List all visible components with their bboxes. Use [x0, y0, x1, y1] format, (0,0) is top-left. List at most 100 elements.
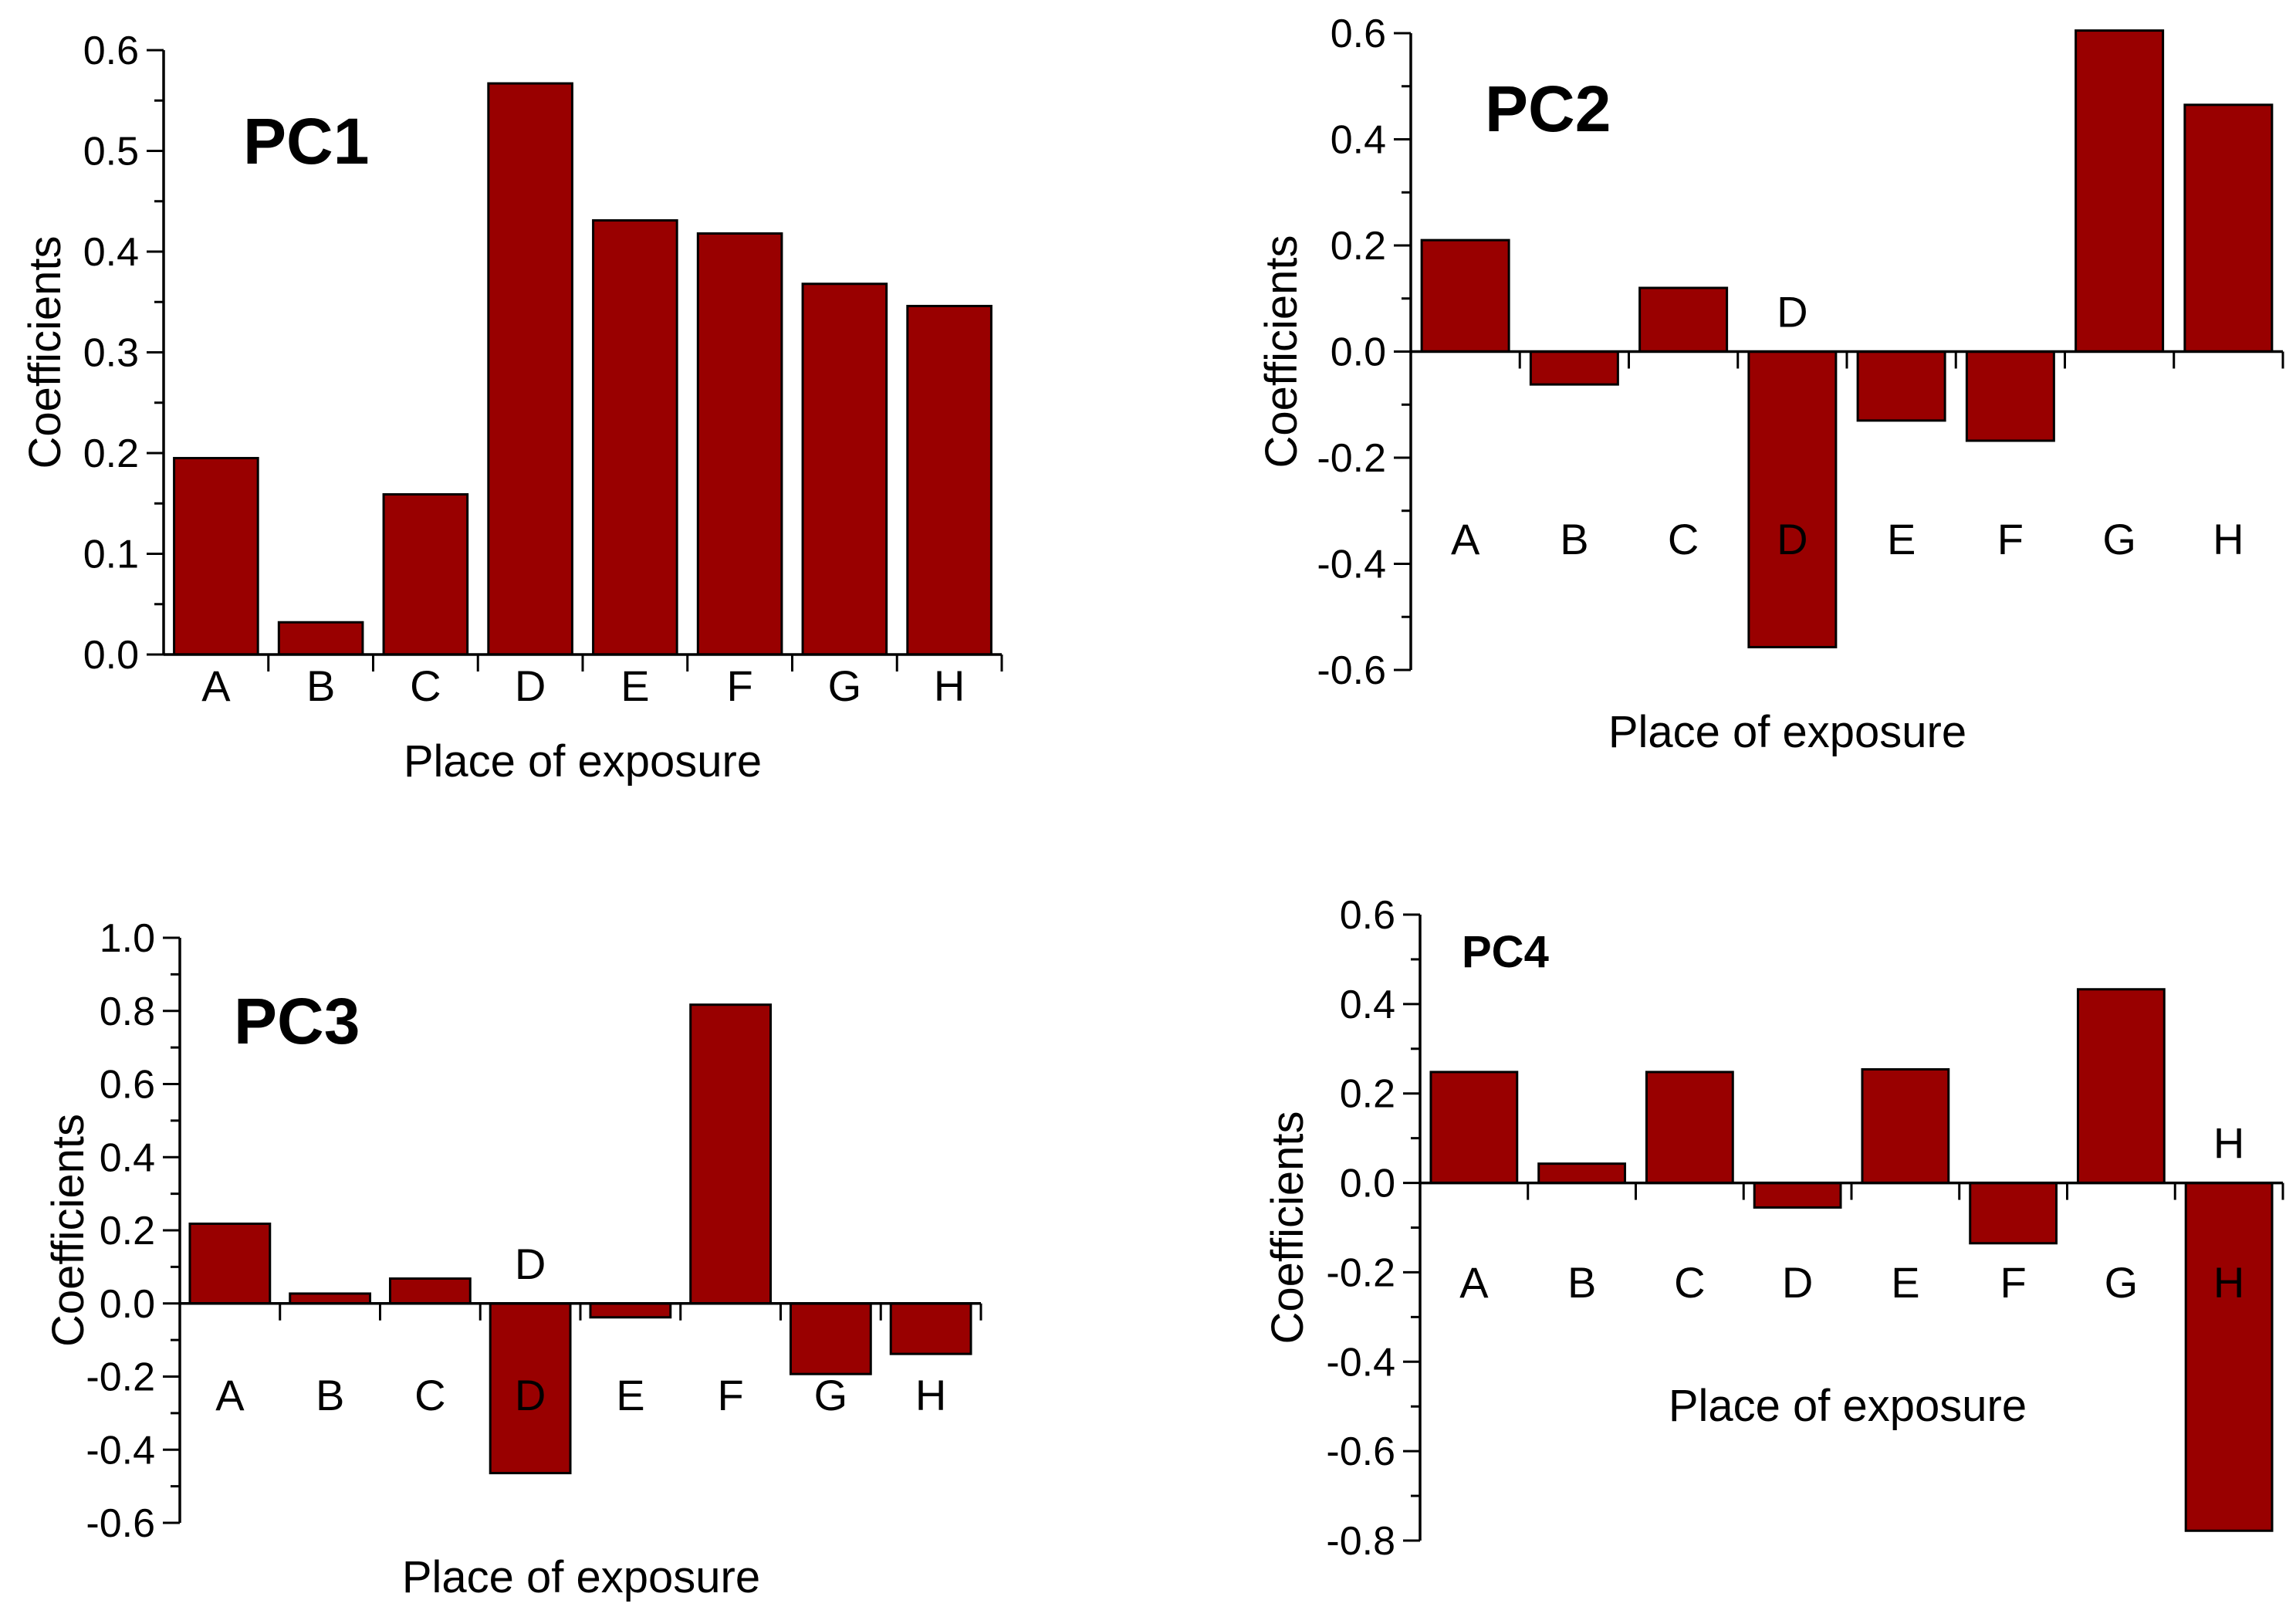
category-label-d: D: [515, 1371, 546, 1419]
bar-f: [1969, 1182, 2058, 1245]
category-label-f: F: [718, 1371, 744, 1419]
y-tick-label: -0.6: [86, 1501, 155, 1546]
y-tick-label: 0.6: [1340, 893, 1395, 938]
extra-label-h: H: [2213, 1119, 2244, 1168]
category-label-a: A: [215, 1371, 245, 1419]
category-label-a: A: [1459, 1258, 1489, 1307]
y-tick-label: -0.4: [86, 1428, 155, 1473]
y-tick-label: 0.0: [100, 1282, 155, 1327]
bar-c: [388, 1277, 472, 1305]
category-label-d: D: [1782, 1258, 1813, 1307]
panel-title: PC4: [1462, 927, 1549, 977]
category-label-c: C: [1668, 515, 1699, 563]
y-tick-label: 0.1: [83, 533, 139, 577]
y-tick-label: 0.0: [83, 633, 139, 678]
category-label-c: C: [414, 1371, 445, 1419]
y-axis-title: Coefficients: [43, 1114, 93, 1347]
x-axis-title: Place of exposure: [404, 736, 762, 787]
bar-f: [696, 232, 783, 656]
bar-a: [1429, 1071, 1519, 1185]
pc4-panel: -0.8 -0.6 -0.4 -0.2 0.0 0.2 0.4 0.6 A B C D E F G H H PC4…: [1263, 893, 2284, 1564]
category-label-g: G: [2105, 1258, 2139, 1307]
y-tick-label: 0.2: [1340, 1072, 1395, 1117]
y-tick-label: 0.0: [1331, 330, 1386, 375]
category-label-d: D: [1777, 515, 1807, 563]
x-axis-title: Place of exposure: [1669, 1381, 2027, 1431]
extra-label-d: D: [515, 1240, 546, 1288]
category-label-g: G: [814, 1371, 848, 1419]
bar-b: [277, 621, 364, 656]
category-label-b: B: [316, 1371, 344, 1419]
bar-h: [906, 304, 992, 656]
y-tick-label: 0.2: [100, 1209, 155, 1253]
category-label-b: B: [1567, 1258, 1596, 1307]
bar-h: [889, 1302, 972, 1355]
y-tick-label: 0.4: [1340, 983, 1395, 1027]
category-label-g: G: [2102, 515, 2136, 563]
category-label-a: A: [201, 661, 231, 710]
panel-title: PC1: [243, 105, 369, 178]
bar-h: [2184, 1182, 2274, 1532]
y-tick-label: 0.4: [100, 1135, 155, 1180]
y-tick-label: 0.4: [1331, 118, 1386, 163]
category-label-a: A: [1451, 515, 1480, 563]
pc2-panel: -0.6 -0.4 -0.2 0.0 0.2 0.4 0.6 A B C D E F G H D PC2 Coef…: [1256, 12, 2284, 757]
y-tick-label: -0.2: [1317, 436, 1386, 481]
category-label-h: H: [2213, 1258, 2244, 1307]
category-label-c: C: [1674, 1258, 1705, 1307]
bar-f: [689, 1003, 773, 1305]
category-label-h: H: [934, 661, 965, 710]
bar-d: [1753, 1182, 1842, 1209]
y-tick-label: -0.2: [1326, 1250, 1395, 1295]
y-axis-title: Coefficients: [1263, 1111, 1313, 1345]
bar-b: [1529, 350, 1619, 386]
y-axis-title: Coefficients: [1256, 235, 1307, 469]
category-label-e: E: [1891, 1258, 1919, 1307]
y-tick-label: 0.6: [100, 1063, 155, 1108]
y-tick-label: 1.0: [100, 916, 155, 961]
category-label-d: D: [515, 661, 546, 710]
bar-g: [789, 1302, 872, 1375]
panel-title: PC3: [234, 985, 360, 1057]
y-tick-label: -0.8: [1326, 1519, 1395, 1564]
category-label-f: F: [1997, 515, 2024, 563]
y-tick-label: -0.4: [1317, 543, 1386, 587]
bar-e: [592, 219, 678, 656]
category-label-e: E: [620, 661, 649, 710]
pc1-panel: 0.0 0.1 0.2 0.3 0.4 0.5 0.6 A B C D E F G H PC1 Coeffici…: [20, 29, 1003, 787]
category-label-h: H: [2213, 515, 2244, 563]
category-label-f: F: [727, 661, 753, 710]
category-label-f: F: [2000, 1258, 2027, 1307]
bar-a: [188, 1222, 272, 1305]
bar-e: [1861, 1067, 1950, 1185]
category-label-e: E: [1887, 515, 1916, 563]
category-label-c: C: [410, 661, 441, 710]
y-axis-title: Coefficients: [20, 236, 70, 469]
pc3-panel: -0.6 -0.4 -0.2 0.0 0.2 0.4 0.6 0.8 1.0 A B C D E F G H D P…: [43, 916, 982, 1602]
bar-c: [1638, 286, 1729, 353]
panel-title: PC2: [1485, 73, 1611, 145]
y-tick-label: -0.4: [1326, 1340, 1395, 1385]
x-axis-title: Place of exposure: [402, 1552, 760, 1602]
bar-d: [487, 82, 573, 656]
bar-a: [1420, 238, 1510, 353]
bar-h: [2183, 103, 2274, 353]
y-tick-label: -0.6: [1326, 1429, 1395, 1474]
bar-a: [173, 457, 259, 656]
bar-g: [2076, 988, 2166, 1185]
bar-b: [1537, 1162, 1627, 1185]
bar-e: [1856, 350, 1946, 422]
bar-g: [2075, 29, 2165, 353]
y-tick-label: -0.2: [86, 1355, 155, 1400]
bar-b: [289, 1292, 372, 1305]
bar-f: [1965, 350, 2055, 442]
bar-d: [1747, 350, 1838, 648]
category-label-e: E: [616, 1371, 644, 1419]
y-tick-label: 0.4: [83, 230, 139, 275]
bar-e: [589, 1302, 672, 1319]
y-tick-label: -0.6: [1317, 648, 1386, 693]
y-tick-label: 0.2: [1331, 224, 1386, 269]
y-tick-label: 0.0: [1340, 1162, 1395, 1206]
bar-c: [1645, 1071, 1734, 1185]
y-tick-label: 0.8: [100, 989, 155, 1034]
